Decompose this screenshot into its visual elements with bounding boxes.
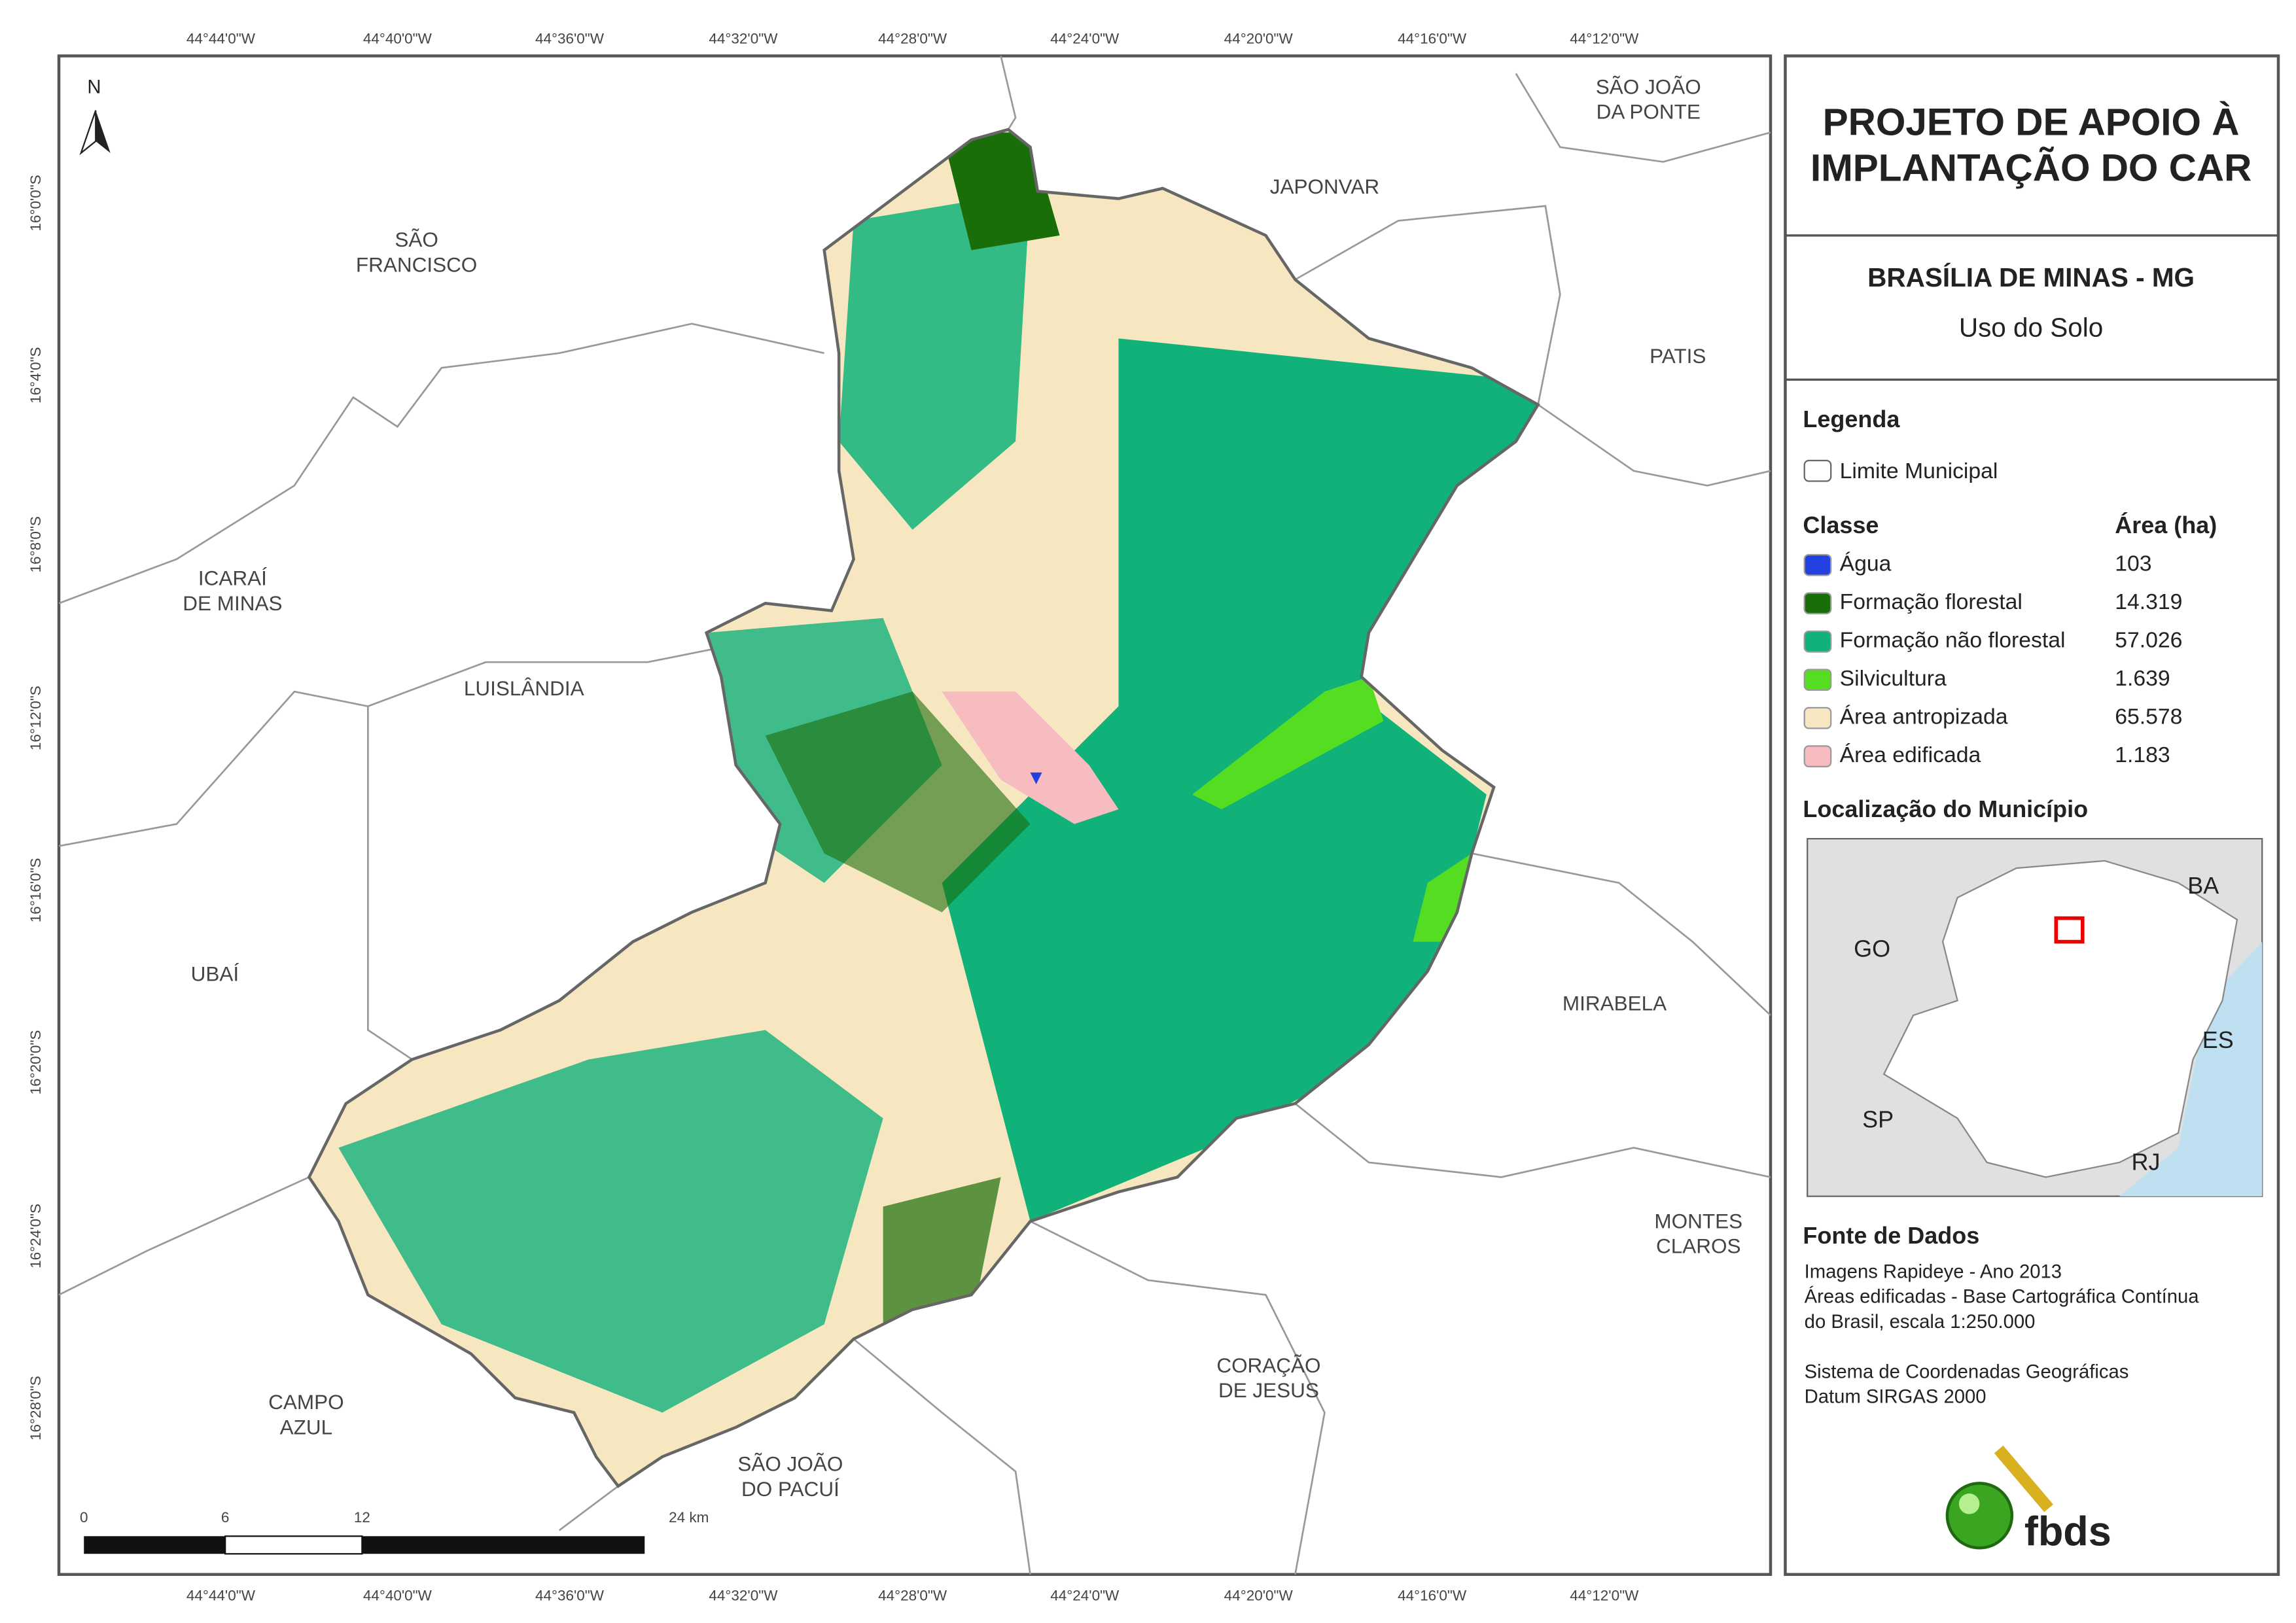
source-line: do Brasil, escala 1:250.000 — [1805, 1312, 2036, 1333]
locator-label: GO — [1854, 935, 1890, 962]
locator-label: ES — [2202, 1026, 2234, 1053]
place-label: PATIS — [1650, 344, 1706, 368]
place-label: LUISLÂNDIA — [464, 676, 584, 700]
left-tick-label: 16°0'0"S — [27, 175, 44, 231]
place-label: CAMPO — [268, 1390, 344, 1414]
left-tick-label: 16°24'0"S — [27, 1204, 44, 1268]
scale-label: 12 — [354, 1509, 370, 1526]
place-label: SÃO JOÃO — [1596, 75, 1701, 98]
scale-label: 24 km — [669, 1509, 709, 1526]
sources-heading: Fonte de Dados — [1803, 1222, 1979, 1249]
bottom-tick-label: 44°24'0"W — [1050, 1587, 1120, 1603]
legend-label: Área antropizada — [1840, 705, 2008, 729]
bottom-tick-label: 44°16'0"W — [1398, 1587, 1467, 1603]
legend-label: Formação não florestal — [1840, 628, 2066, 653]
theme: Uso do Solo — [1959, 313, 2103, 343]
top-tick-label: 44°28'0"W — [878, 31, 947, 47]
bottom-tick-label: 44°28'0"W — [878, 1587, 947, 1603]
scale-label: 6 — [221, 1509, 230, 1526]
bottom-tick-label: 44°44'0"W — [186, 1587, 256, 1603]
legend-label: Silvicultura — [1840, 666, 1947, 691]
legend-swatch — [1803, 745, 1832, 768]
locator-label: BA — [2187, 872, 2219, 899]
left-tick-label: 16°4'0"S — [27, 347, 44, 403]
bottom-tick-label: 44°40'0"W — [363, 1587, 433, 1603]
place-label: AZUL — [280, 1415, 332, 1439]
legend-heading: Legenda — [1803, 406, 1900, 432]
bottom-tick-label: 44°36'0"W — [535, 1587, 605, 1603]
locator-heading: Localização do Município — [1803, 795, 2088, 822]
top-tick-label: 44°36'0"W — [535, 31, 605, 47]
left-tick-label: 16°16'0"S — [27, 858, 44, 922]
legend-label: Água — [1840, 551, 1892, 576]
bottom-tick-label: 44°20'0"W — [1224, 1587, 1294, 1603]
legend-swatch — [1803, 630, 1832, 653]
legend-area: 1.183 — [2115, 742, 2170, 767]
place-label: CORAÇÃO — [1216, 1353, 1320, 1377]
legend-area: 65.578 — [2115, 705, 2182, 729]
source-line: Datum SIRGAS 2000 — [1805, 1387, 1987, 1408]
locator-label: SP — [1862, 1106, 1894, 1132]
subtitle: BRASÍLIA DE MINAS - MG — [1867, 262, 2195, 292]
north-label: N — [87, 77, 101, 98]
place-label: MIRABELA — [1563, 992, 1667, 1015]
legend-swatch — [1803, 553, 1832, 576]
legend-area: 57.026 — [2115, 628, 2182, 653]
top-tick-label: 44°16'0"W — [1398, 31, 1467, 47]
source-line: Áreas edificadas - Base Cartográfica Con… — [1805, 1286, 2200, 1308]
legend-panel — [1784, 54, 2280, 1577]
legend-area: 103 — [2115, 551, 2151, 576]
top-tick-label: 44°24'0"W — [1050, 31, 1120, 47]
place-label: FRANCISCO — [356, 253, 477, 276]
scale-bar — [84, 1535, 645, 1555]
scale-label: 0 — [80, 1509, 88, 1526]
place-label: DE MINAS — [183, 591, 282, 615]
top-tick-label: 44°32'0"W — [709, 31, 778, 47]
left-tick-label: 16°28'0"S — [27, 1376, 44, 1440]
title: IMPLANTAÇÃO DO CAR — [1810, 146, 2252, 189]
top-tick-label: 44°44'0"W — [186, 31, 256, 47]
place-label: DA PONTE — [1597, 100, 1701, 124]
legend-label: Área edificada — [1840, 742, 1981, 767]
place-label: JAPONVAR — [1270, 175, 1379, 198]
place-label: UBAÍ — [191, 962, 239, 986]
logo — [1945, 1445, 2053, 1550]
boundary-label: Limite Municipal — [1840, 459, 1998, 483]
top-tick-label: 44°40'0"W — [363, 31, 433, 47]
north-arrow — [79, 110, 111, 156]
place-label: CLAROS — [1656, 1234, 1740, 1258]
place-label: SÃO JOÃO — [737, 1452, 843, 1476]
neighbor-boundaries — [58, 56, 1771, 1575]
place-label: MONTES — [1654, 1209, 1742, 1232]
legend-swatch — [1803, 707, 1832, 729]
top-tick-label: 44°12'0"W — [1570, 31, 1639, 47]
legend-area: 14.319 — [2115, 589, 2182, 614]
left-tick-label: 16°8'0"S — [27, 516, 44, 572]
class-header: Classe — [1803, 512, 1879, 538]
source-line: Imagens Rapideye - Ano 2013 — [1805, 1261, 2062, 1282]
legend-swatch — [1803, 592, 1832, 615]
place-label: DE JESUS — [1218, 1378, 1319, 1402]
bottom-tick-label: 44°32'0"W — [709, 1587, 778, 1603]
place-label: DO PACUÍ — [741, 1477, 839, 1501]
place-label: SÃO — [395, 228, 438, 251]
area-header: Área (ha) — [2115, 512, 2217, 538]
left-tick-label: 16°20'0"S — [27, 1030, 44, 1095]
top-tick-label: 44°20'0"W — [1224, 31, 1294, 47]
legend-swatch — [1803, 669, 1832, 691]
left-tick-label: 16°12'0"S — [27, 686, 44, 750]
locator-label: RJ — [2132, 1149, 2161, 1176]
logo-text: fbds — [2024, 1509, 2111, 1555]
place-label: ICARAÍ — [198, 567, 267, 590]
source-line: Sistema de Coordenadas Geográficas — [1805, 1361, 2129, 1382]
legend-area: 1.639 — [2115, 666, 2170, 691]
locator-map — [1807, 837, 2263, 1197]
title: PROJETO DE APOIO À — [1823, 101, 2240, 144]
legend-label: Formação florestal — [1840, 589, 2022, 614]
bottom-tick-label: 44°12'0"W — [1570, 1587, 1639, 1603]
boundary-swatch — [1803, 459, 1832, 482]
